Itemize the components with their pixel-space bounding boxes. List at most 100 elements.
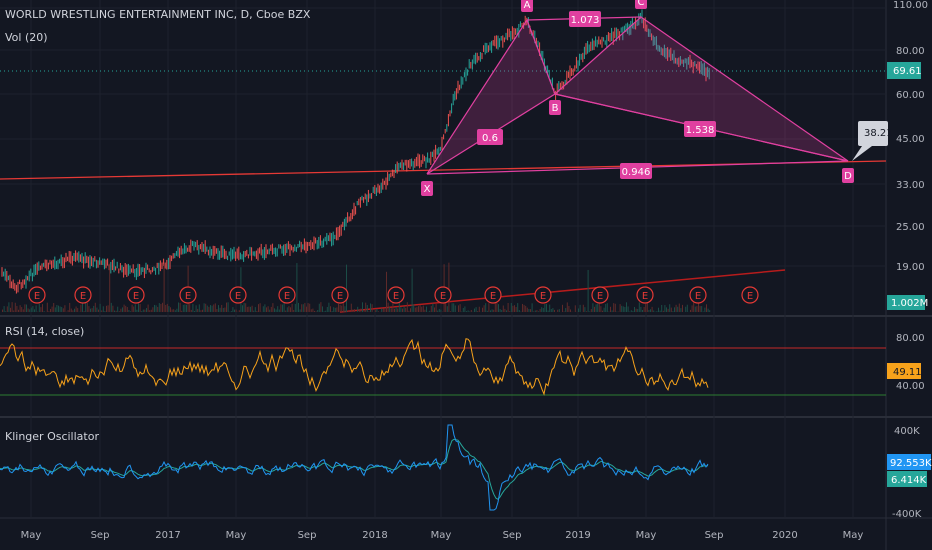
earnings-marker[interactable] [179, 286, 197, 304]
volume-bar [483, 305, 485, 312]
volume-bar [525, 305, 527, 312]
volume-bar [139, 304, 141, 312]
volume-bar [458, 305, 459, 312]
earnings-marker[interactable] [278, 286, 296, 304]
volume-bar [22, 309, 24, 312]
volume-bar [526, 307, 528, 312]
klinger-axis[interactable]: 400K -400K 92.553K 6.414K [887, 426, 932, 520]
volume-bar [72, 310, 74, 312]
earnings-marker[interactable] [229, 286, 247, 304]
earnings-marker[interactable] [636, 286, 654, 304]
earnings-label: E [393, 291, 399, 302]
volume-bar [142, 309, 144, 312]
volume-bar [336, 307, 338, 312]
volume-bar [234, 309, 235, 312]
volume-bar [339, 304, 341, 312]
price-tick: 80.00 [896, 46, 925, 57]
volume-bar [53, 303, 55, 312]
volume-bar [38, 303, 40, 312]
volume-bar [118, 311, 120, 312]
volume-bar [475, 307, 477, 312]
volume-bar [611, 310, 613, 312]
volume-bar [112, 305, 114, 312]
price-axis[interactable]: 110.00 80.00 60.00 45.00 33.00 25.00 19.… [887, 0, 928, 310]
pattern-point-badge[interactable] [635, 0, 647, 9]
volume-bar [704, 307, 706, 312]
earnings-marker[interactable] [28, 286, 46, 304]
pattern-ratio-badge[interactable] [684, 121, 716, 137]
volume-bar [658, 307, 659, 312]
volume-bar [406, 302, 408, 312]
volume-bar [530, 309, 531, 312]
klinger-legend[interactable]: Klinger Oscillator [5, 430, 99, 443]
earnings-marker[interactable] [484, 286, 502, 304]
volume-bar [48, 311, 50, 312]
volume-bar [517, 303, 519, 312]
volume-bar [2, 309, 3, 312]
volume-bar [566, 302, 568, 312]
volume-bar [403, 306, 405, 312]
chart-title[interactable]: WORLD WRESTLING ENTERTAINMENT INC, D, Cb… [5, 8, 311, 21]
volume-bar [62, 308, 64, 312]
time-axis[interactable]: May Sep 2017 May Sep 2018 May Sep 2019 May Sep 2020… [21, 530, 864, 541]
volume-bar [613, 303, 615, 312]
volume-bar [677, 306, 679, 312]
volume-legend[interactable]: Vol (20) [5, 31, 48, 44]
volume-bar [168, 306, 170, 312]
pattern-ratio-badge[interactable] [620, 163, 652, 179]
earnings-marker[interactable] [127, 286, 145, 304]
volume-bar [370, 303, 371, 312]
volume-bar [634, 306, 635, 312]
volume-bar [219, 307, 221, 312]
volume-bar [170, 307, 171, 312]
earnings-marker[interactable] [74, 286, 92, 304]
volume-bar [432, 303, 434, 312]
earnings-marker[interactable] [741, 286, 759, 304]
time-tick: May [21, 530, 42, 541]
volume-bar [698, 302, 699, 312]
volume-bar [384, 307, 386, 312]
earnings-marker[interactable] [387, 286, 405, 304]
pattern-point-badge[interactable] [842, 168, 854, 183]
pattern-point-badge[interactable] [521, 0, 533, 12]
volume-bar [546, 303, 547, 312]
pattern-point-badge[interactable] [421, 181, 433, 196]
pattern-ratio-label: 1.538 [686, 125, 715, 136]
volume-bar [285, 310, 287, 312]
volume-bar [662, 310, 664, 312]
pattern-triangle-xab[interactable] [426, 18, 556, 175]
earnings-marker[interactable] [434, 286, 452, 304]
volume-bar [518, 310, 520, 312]
volume-bar [227, 302, 229, 312]
volume-bar [269, 309, 271, 312]
volume-bar [309, 303, 311, 312]
volume-bar [363, 309, 365, 312]
volume-bar [440, 309, 442, 312]
earnings-marker[interactable] [591, 286, 609, 304]
volume-bar [320, 302, 322, 312]
volume-bar [74, 308, 75, 312]
time-tick: May [431, 530, 452, 541]
volume-bar [630, 310, 632, 312]
volume-bar [280, 304, 282, 312]
rsi-axis[interactable]: 80.00 40.00 49.11 [887, 333, 925, 392]
pattern-point-badge[interactable] [549, 100, 561, 115]
volume-bar [171, 309, 173, 312]
volume-bar [93, 305, 95, 312]
pattern-ratio-badge[interactable] [477, 129, 503, 145]
klinger-signal-badge [887, 471, 927, 487]
target-price-callout[interactable]: 38.21 [852, 121, 893, 161]
volume-bar [600, 306, 602, 312]
pattern-labels[interactable]: X A B C D 0.6 1.073 1.538 0.946 [421, 0, 854, 196]
volume-bar [266, 307, 267, 312]
pattern-ratio-badge[interactable] [569, 11, 601, 27]
earnings-marker[interactable] [689, 286, 707, 304]
earnings-marker[interactable] [331, 286, 349, 304]
volume-bar [528, 308, 530, 312]
volume-bar [490, 310, 491, 312]
earnings-marker[interactable] [534, 286, 552, 304]
volume-bar [354, 309, 355, 312]
rsi-legend[interactable]: RSI (14, close) [5, 325, 85, 338]
